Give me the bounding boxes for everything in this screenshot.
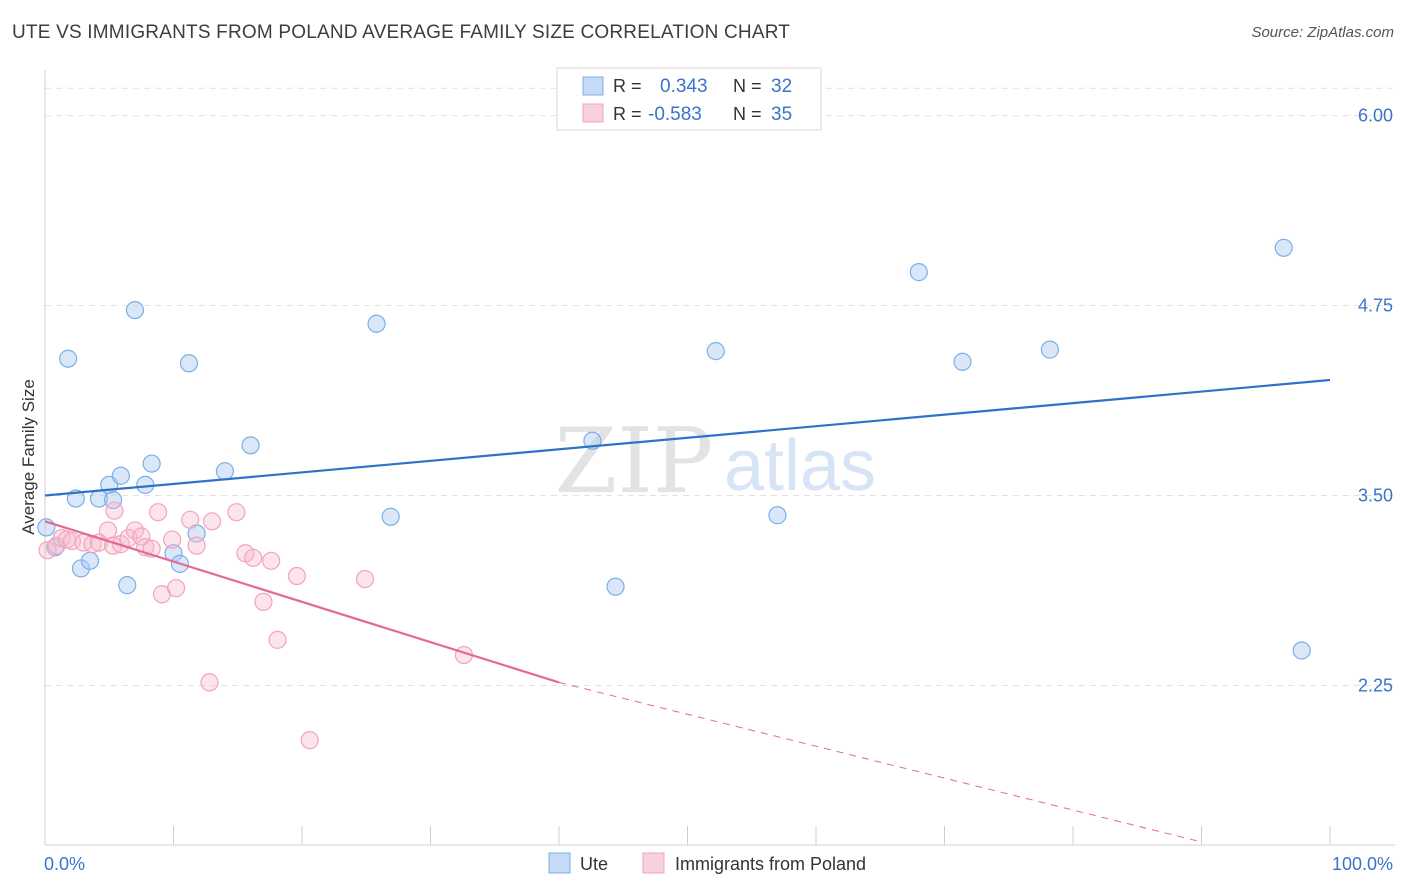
ute-point — [118, 576, 137, 595]
x-tick-label-min: 0.0% — [44, 854, 85, 874]
stats-legend: R = 0.343 N = 32 R = -0.583 N = 35 — [556, 67, 822, 131]
ute-point — [179, 354, 199, 373]
poland-point — [166, 579, 186, 598]
chart-source: Source: ZipAtlas.com — [1251, 24, 1394, 41]
y-axis-title-group: Average Family Size — [19, 379, 38, 535]
watermark-atlas-text: atlas — [724, 426, 876, 506]
ute-point — [768, 506, 787, 525]
ute-n-value: 32 — [771, 76, 792, 97]
poland-point — [268, 630, 287, 649]
ute-point — [706, 342, 725, 361]
x-tick-label-max: 100.0% — [1332, 854, 1393, 874]
ute-point — [111, 466, 130, 485]
poland-point — [89, 533, 109, 552]
trend-layer — [44, 378, 1331, 843]
poland-point — [262, 551, 281, 570]
poland-point — [227, 503, 246, 522]
poland-swatch — [582, 103, 604, 123]
y-tick-label: 4.75 — [1358, 296, 1393, 316]
grid-layer — [45, 87, 1395, 686]
chart-title: UTE VS IMMIGRANTS FROM POLAND AVERAGE FA… — [12, 22, 791, 43]
ute-point — [1040, 340, 1059, 359]
poland-point — [62, 531, 82, 551]
tick-label-layer: 2.25 3.50 4.75 6.00 0.0% 100.0% — [44, 106, 1393, 874]
ute-trend-line — [44, 378, 1331, 497]
watermark-zip-text: ZIP — [555, 409, 714, 514]
poland-point — [300, 731, 319, 750]
poland-r-label: R = — [613, 104, 642, 124]
poland-point — [287, 566, 306, 586]
legend-poland-swatch — [642, 852, 665, 874]
ute-point — [381, 507, 400, 526]
axis-layer — [44, 70, 1395, 846]
poland-point — [254, 592, 273, 611]
poland-r-value: -0.583 — [648, 104, 702, 125]
poland-point — [98, 521, 118, 540]
poland-trend-extension — [558, 681, 1202, 843]
poland-trend-line — [44, 520, 560, 684]
ute-n-label: N = — [733, 76, 762, 96]
poland-point — [163, 530, 182, 549]
ute-point — [142, 454, 161, 473]
ute-swatch — [582, 76, 604, 96]
ute-point — [215, 462, 234, 481]
legend-ute-swatch — [548, 852, 571, 874]
watermark: ZIP atlas — [555, 409, 876, 514]
poland-point — [38, 541, 57, 560]
poland-point — [200, 673, 219, 692]
ute-point — [1274, 238, 1293, 257]
y-tick-label: 2.25 — [1358, 675, 1393, 695]
poland-n-label: N = — [733, 104, 762, 124]
poland-point — [181, 510, 200, 529]
y-axis-title: Average Family Size — [19, 379, 38, 535]
ute-point — [125, 300, 145, 320]
poland-point — [148, 503, 168, 522]
ute-point — [1292, 641, 1311, 660]
ute-point — [66, 489, 85, 508]
legend-ute-label: Ute — [580, 854, 608, 874]
poland-point — [132, 527, 151, 546]
ute-point — [59, 349, 78, 368]
ute-point — [367, 314, 386, 333]
poland-point — [187, 536, 206, 555]
series-legend: Ute Immigrants from Poland — [548, 852, 866, 874]
ute-point — [80, 551, 100, 570]
poland-n-value: 35 — [771, 104, 792, 125]
ute-r-value: 0.343 — [660, 76, 708, 97]
poland-point — [105, 501, 124, 520]
poland-point — [202, 512, 222, 531]
y-tick-label: 6.00 — [1358, 106, 1393, 126]
poland-point — [244, 548, 263, 567]
ute-point — [953, 352, 972, 371]
poland-point — [355, 569, 375, 589]
ute-point — [909, 263, 928, 282]
ute-r-label: R = — [613, 76, 642, 96]
legend-poland-label: Immigrants from Poland — [675, 854, 866, 874]
ute-point — [241, 436, 260, 455]
ute-point — [606, 577, 625, 596]
y-tick-label: 3.50 — [1358, 485, 1393, 505]
